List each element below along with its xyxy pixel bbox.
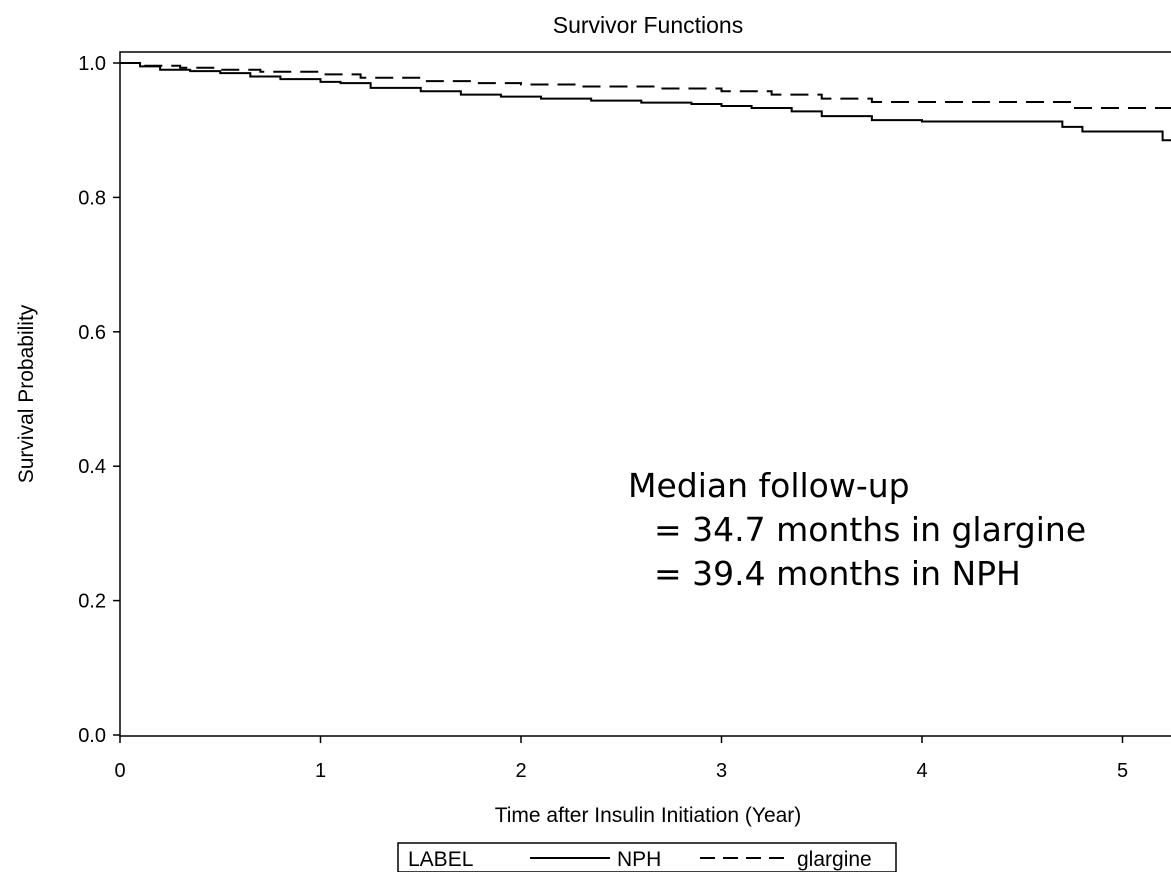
y-tick-label: 0.8 bbox=[78, 187, 106, 209]
y-axis-label: Survival Probability bbox=[15, 304, 38, 483]
x-tick-label: 1 bbox=[315, 760, 326, 782]
annotation-line-3: = 39.4 months in NPH bbox=[654, 554, 1021, 593]
legend-label-nph: NPH bbox=[617, 848, 661, 871]
y-tick-label: 1.0 bbox=[78, 53, 106, 75]
x-tick-label: 3 bbox=[716, 760, 727, 782]
x-tick-label: 5 bbox=[1117, 760, 1128, 782]
y-tick-label: 0.6 bbox=[78, 322, 106, 344]
annotation-line-2: = 34.7 months in glargine bbox=[654, 510, 1086, 549]
x-axis-label: Time after Insulin Initiation (Year) bbox=[495, 804, 802, 827]
legend-label-glargine: glargine bbox=[797, 848, 872, 871]
annotation-block: Median follow-up = 34.7 months in glargi… bbox=[628, 466, 1086, 593]
legend-box bbox=[397, 842, 897, 872]
series-line-glargine bbox=[120, 62, 1171, 110]
x-tick-label: 0 bbox=[114, 760, 125, 782]
legend: LABEL NPH glargine bbox=[397, 842, 897, 872]
y-tick-label: 0.0 bbox=[78, 725, 106, 747]
series-line-nph bbox=[120, 62, 1171, 142]
plot-frame bbox=[119, 51, 1171, 737]
y-tick-label: 0.2 bbox=[78, 591, 106, 613]
x-tick-label: 4 bbox=[916, 760, 927, 782]
y-axis: 0.0 0.2 0.4 0.6 0.8 1.0 bbox=[78, 53, 120, 747]
chart-title: Survivor Functions bbox=[553, 12, 743, 38]
x-tick-label: 2 bbox=[515, 760, 526, 782]
y-tick-label: 0.4 bbox=[78, 456, 106, 478]
x-axis: 0 1 2 3 4 5 bbox=[114, 736, 1128, 782]
legend-title: LABEL bbox=[408, 848, 473, 871]
annotation-line-1: Median follow-up bbox=[628, 466, 910, 505]
series-layer bbox=[120, 62, 1171, 142]
